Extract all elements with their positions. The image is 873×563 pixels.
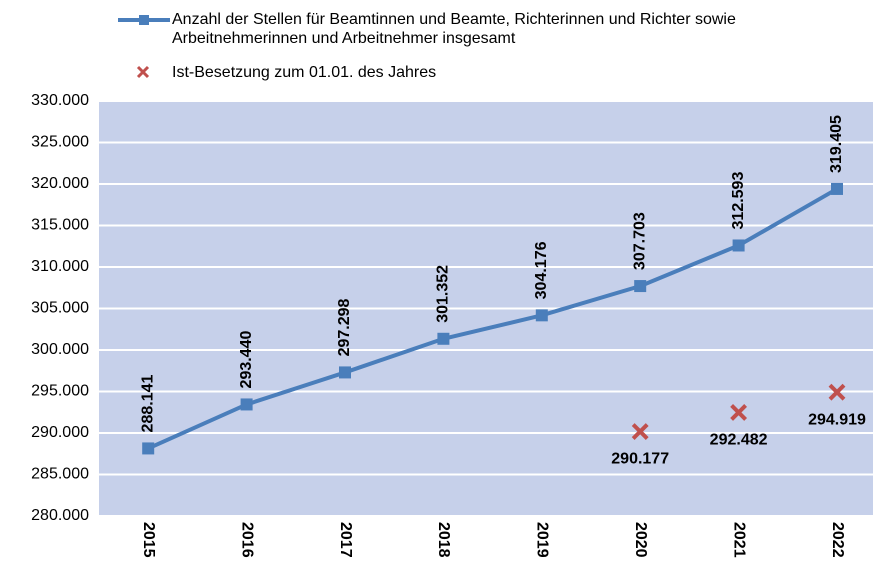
- legend-marker: [139, 15, 149, 25]
- y-tick-label: 280.000: [31, 507, 89, 524]
- data-point: [437, 332, 450, 345]
- data-point: [535, 309, 548, 322]
- value-label: 304.176: [533, 241, 550, 299]
- y-tick-label: 325.000: [31, 134, 89, 151]
- y-tick-label: 290.000: [31, 424, 89, 441]
- x-tick-label: 2015: [140, 522, 157, 558]
- legend-label: Anzahl der Stellen für Beamtinnen und Be…: [172, 11, 736, 47]
- legend-marker: [136, 65, 150, 79]
- x-tick-label: 2019: [534, 522, 551, 558]
- data-point: [732, 239, 745, 252]
- y-tick-label: 300.000: [31, 341, 89, 358]
- data-point: [634, 280, 647, 293]
- y-tick-label: 330.000: [31, 92, 89, 109]
- value-label: 297.298: [336, 298, 353, 356]
- value-label: 312.593: [730, 172, 747, 230]
- y-tick-label: 310.000: [31, 258, 89, 275]
- data-point: [631, 423, 649, 440]
- value-label: 319.405: [828, 115, 845, 173]
- value-label: 292.482: [710, 432, 768, 449]
- x-tick-label: 2018: [435, 522, 452, 558]
- data-point: [828, 383, 846, 401]
- value-label: 288.141: [139, 374, 156, 432]
- data-point: [240, 398, 253, 411]
- value-label: 294.919: [808, 411, 866, 428]
- x-tick-label: 2021: [730, 522, 747, 558]
- x-tick-label: 2017: [337, 522, 354, 558]
- value-label: 307.703: [631, 212, 648, 270]
- value-label: 290.177: [611, 451, 669, 468]
- data-point: [831, 182, 843, 195]
- legend-label: Ist-Besetzung zum 01.01. des Jahres: [172, 64, 437, 81]
- data-line: [147, 187, 838, 451]
- value-label: 293.440: [238, 331, 255, 389]
- value-label: 301.352: [435, 265, 452, 323]
- y-tick-label: 315.000: [31, 217, 89, 234]
- y-tick-label: 285.000: [31, 466, 89, 483]
- y-tick-label: 305.000: [31, 300, 89, 317]
- y-tick-label: 320.000: [31, 175, 89, 192]
- x-tick-label: 2020: [632, 522, 649, 558]
- x-tick-label: 2016: [238, 522, 255, 558]
- data-point: [339, 366, 351, 379]
- x-tick-label: 2022: [829, 522, 846, 558]
- data-point: [142, 442, 155, 455]
- y-tick-label: 295.000: [31, 383, 89, 400]
- data-point: [730, 403, 748, 421]
